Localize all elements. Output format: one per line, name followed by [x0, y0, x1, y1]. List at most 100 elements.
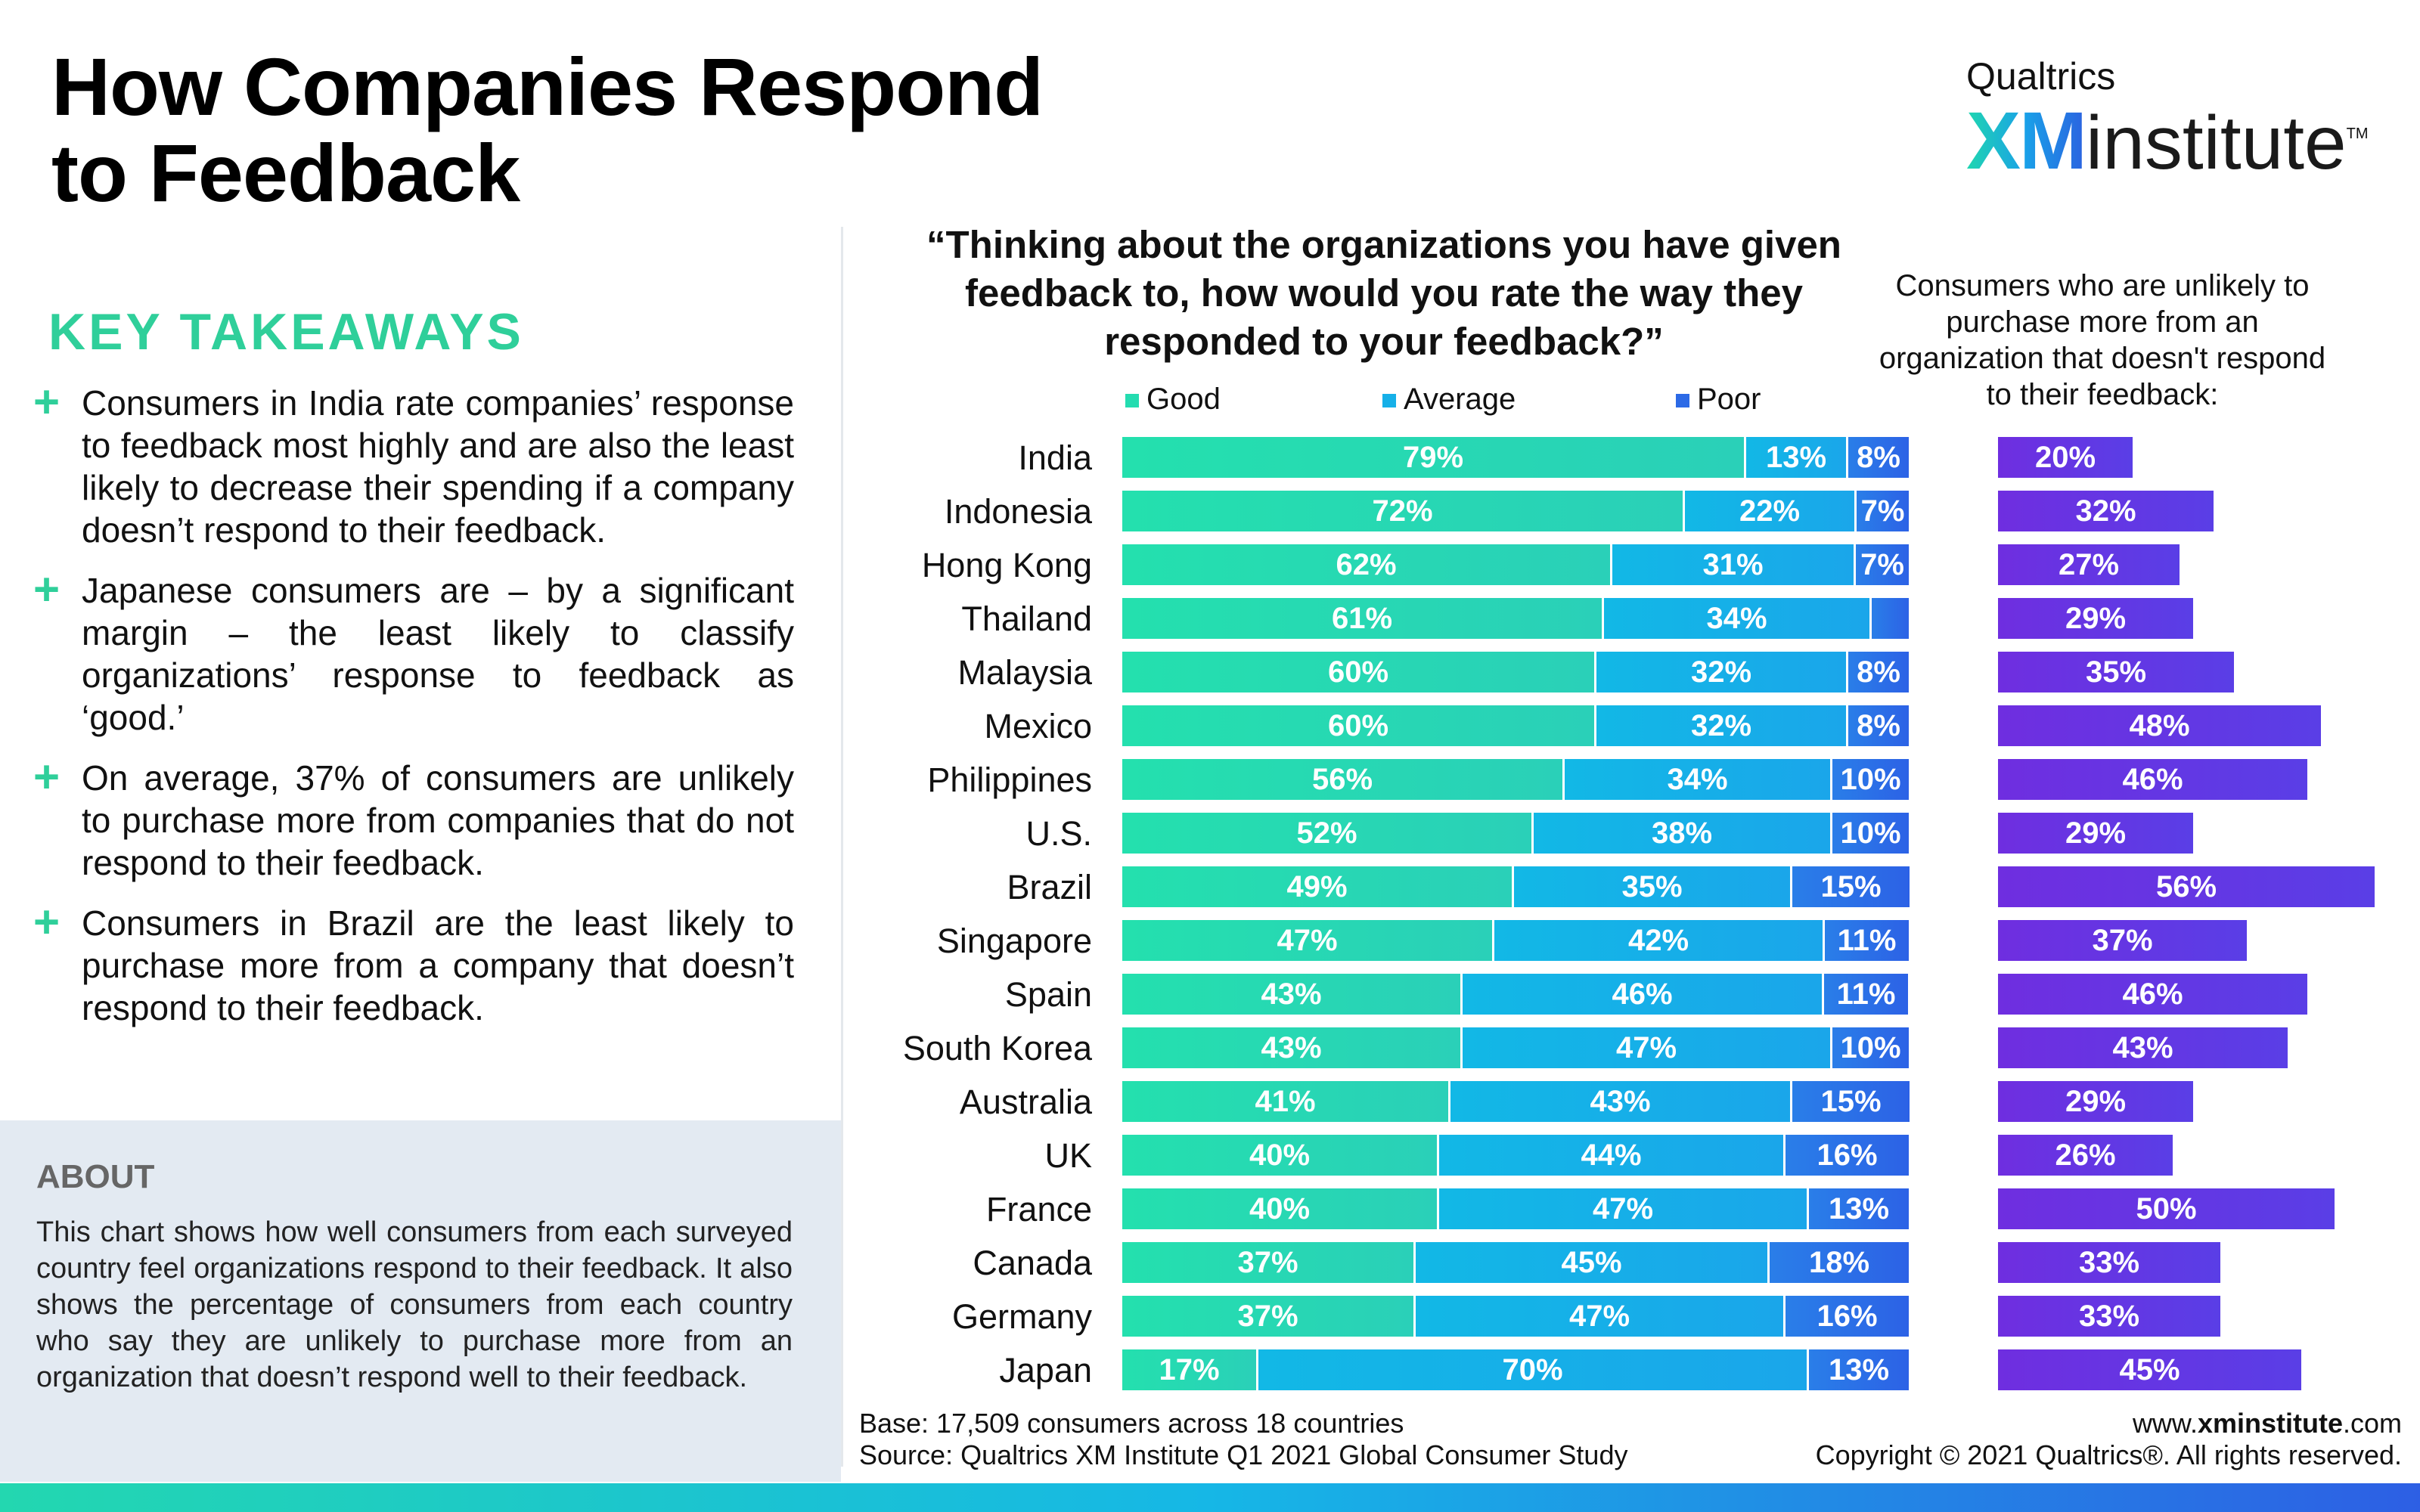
- data-label: 37%: [2092, 923, 2153, 957]
- data-label: 47%: [1592, 1191, 1654, 1225]
- bar-segment-poor: 11%: [1822, 974, 1908, 1015]
- bar-segment-poor: 13%: [1807, 1188, 1909, 1229]
- bar-segment-good: 60%: [1122, 705, 1594, 746]
- data-label: 34%: [1667, 762, 1728, 796]
- country-label: Spain: [1004, 975, 1092, 1014]
- bar-segment-average: 43%: [1448, 1081, 1790, 1122]
- bar-segment-good: 47%: [1122, 920, 1492, 961]
- bar-segment-good: 37%: [1122, 1242, 1413, 1283]
- bar-segment-poor: 10%: [1830, 813, 1909, 854]
- legend-item-good: Good: [1125, 383, 1221, 417]
- data-label: 15%: [1820, 1084, 1882, 1118]
- bar-segment-good: 52%: [1122, 813, 1531, 854]
- about-heading: ABOUT: [36, 1158, 155, 1195]
- data-label: 37%: [1237, 1299, 1298, 1333]
- logo-brand: Qualtrics: [1966, 55, 2116, 98]
- bar-segment-average: 32%: [1594, 705, 1846, 746]
- country-label: Mexico: [984, 707, 1092, 745]
- bar-segment-good: 17%: [1122, 1349, 1256, 1390]
- bar-segment-poor: 7%: [1854, 544, 1909, 585]
- footer-source: Source: Qualtrics XM Institute Q1 2021 G…: [859, 1439, 1628, 1470]
- key-takeaways-list: + Consumers in India rate companies’ res…: [33, 376, 794, 1047]
- country-label: UK: [1044, 1136, 1092, 1175]
- bottom-gradient-strip: [0, 1483, 2420, 1512]
- legend-swatch-average: [1382, 394, 1396, 407]
- unlikely-bar: 56%: [1998, 866, 2375, 907]
- unlikely-bar: 43%: [1998, 1027, 2288, 1068]
- bar-segment-average: 47%: [1413, 1296, 1783, 1337]
- bar-segment-average: 46%: [1460, 974, 1822, 1015]
- takeaway-item: + Consumers in Brazil are the least like…: [33, 897, 794, 1029]
- plus-icon: +: [33, 376, 60, 427]
- data-label: 62%: [1336, 547, 1397, 581]
- bar-segment-good: 79%: [1122, 437, 1744, 478]
- unlikely-bar: 29%: [1998, 598, 2193, 639]
- country-label: Philippines: [927, 761, 1092, 799]
- bar-segment-poor: 8%: [1846, 437, 1909, 478]
- data-label: 8%: [1857, 708, 1900, 742]
- bar-segment-average: 34%: [1562, 759, 1830, 800]
- data-label: 15%: [1820, 869, 1882, 903]
- data-label: 48%: [2129, 708, 2190, 742]
- bar-segment-poor: 8%: [1846, 652, 1909, 692]
- logo-xm: XM: [1966, 94, 2087, 186]
- country-label: Germany: [951, 1297, 1092, 1336]
- data-label: 29%: [2065, 1084, 2127, 1118]
- data-label: 10%: [1840, 816, 1901, 850]
- takeaway-text: Japanese consumers are – by a significan…: [82, 571, 794, 737]
- data-label: 47%: [1568, 1299, 1630, 1333]
- unlikely-bar: 27%: [1998, 544, 2180, 585]
- bar-segment-poor: 11%: [1823, 920, 1909, 961]
- country-label: U.S.: [1025, 814, 1092, 853]
- footer-site-suffix: .com: [2342, 1408, 2402, 1439]
- data-label: 13%: [1828, 1191, 1890, 1225]
- data-label: 10%: [1840, 762, 1901, 796]
- country-label: Singapore: [936, 922, 1092, 960]
- data-label: 11%: [1837, 923, 1897, 957]
- bar-segment-good: 40%: [1122, 1135, 1437, 1176]
- data-label: 31%: [1702, 547, 1764, 581]
- data-label: 16%: [1817, 1138, 1878, 1172]
- plus-icon: +: [33, 751, 60, 802]
- unlikely-bar: 20%: [1998, 437, 2133, 478]
- data-label: 7%: [1860, 547, 1904, 581]
- legend-label-average: Average: [1404, 383, 1516, 416]
- data-label: 43%: [2112, 1030, 2173, 1064]
- bar-segment-good: 43%: [1122, 974, 1460, 1015]
- key-takeaways-heading: KEY TAKEAWAYS: [48, 303, 524, 361]
- bar-segment-average: 42%: [1492, 920, 1823, 961]
- data-label: 35%: [1621, 869, 1683, 903]
- chart-title-unlikely: Consumers who are unlikely to purchase m…: [1879, 269, 2326, 411]
- country-label: India: [1018, 438, 1092, 477]
- legend-swatch-poor: [1676, 394, 1689, 407]
- bar-segment-poor: 15%: [1790, 1081, 1910, 1122]
- footer-website-link[interactable]: www.xminstitute.com: [1816, 1408, 2402, 1439]
- bar-segment-average: 70%: [1256, 1349, 1807, 1390]
- data-label: 13%: [1765, 440, 1827, 474]
- takeaway-text: Consumers in Brazil are the least likely…: [82, 903, 794, 1027]
- unlikely-bar: 35%: [1998, 652, 2234, 692]
- data-label: 49%: [1286, 869, 1348, 903]
- bar-segment-good: 60%: [1122, 652, 1594, 692]
- bar-segment-poor: 13%: [1807, 1349, 1909, 1390]
- bar-segment-good: 49%: [1122, 866, 1512, 907]
- chart-title-question: “Thinking about the organizations you ha…: [926, 223, 1841, 363]
- data-label: 56%: [1311, 762, 1373, 796]
- data-label: 50%: [2136, 1191, 2197, 1225]
- bar-segment-average: 44%: [1437, 1135, 1783, 1176]
- footer-site-bold: xminstitute: [2197, 1408, 2343, 1439]
- takeaway-text: On average, 37% of consumers are unlikel…: [82, 758, 794, 882]
- bar-segment-average: 47%: [1460, 1027, 1830, 1068]
- about-text: This chart shows how well consumers from…: [36, 1216, 793, 1393]
- data-label: 29%: [2065, 816, 2127, 850]
- page-title-line1: How Companies Respond: [51, 41, 1044, 132]
- bar-segment-poor: 10%: [1830, 1027, 1909, 1068]
- data-label: 52%: [1296, 816, 1357, 850]
- footer-site-prefix: www.: [2132, 1408, 2198, 1439]
- bar-segment-average: 32%: [1594, 652, 1846, 692]
- data-label: 40%: [1249, 1191, 1311, 1225]
- vertical-divider: [841, 227, 843, 1467]
- unlikely-bar: 50%: [1998, 1188, 2335, 1229]
- country-label: South Korea: [902, 1029, 1092, 1067]
- takeaway-item: + Consumers in India rate companies’ res…: [33, 376, 794, 551]
